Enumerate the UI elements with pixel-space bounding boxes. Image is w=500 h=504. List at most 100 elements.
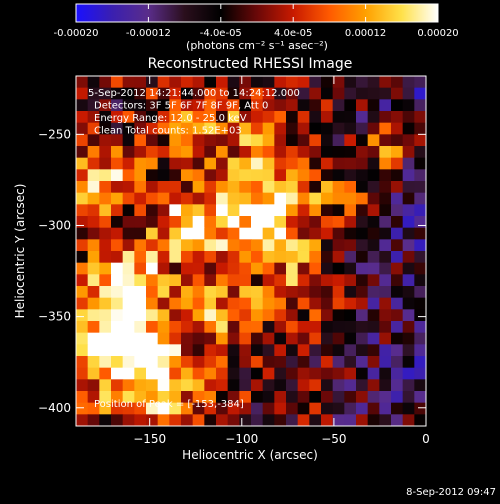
- heatmap-cell: [216, 227, 229, 240]
- heatmap-cell: [379, 344, 392, 357]
- heatmap-cell: [99, 157, 112, 170]
- heatmap-cell: [356, 134, 369, 147]
- heatmap-cell: [122, 181, 135, 194]
- heatmap-cell: [344, 414, 357, 426]
- heatmap-cell: [192, 227, 205, 240]
- heatmap-cell: [379, 379, 392, 392]
- heatmap-cell: [157, 227, 170, 240]
- heatmap-cell: [332, 356, 345, 369]
- heatmap-cell: [379, 87, 392, 100]
- heatmap-cell: [414, 414, 426, 426]
- heatmap-cell: [379, 367, 392, 380]
- heatmap-cell: [99, 111, 112, 124]
- heatmap-cell: [204, 251, 217, 264]
- heatmap-cell: [379, 274, 392, 287]
- heatmap-cell: [309, 99, 322, 112]
- heatmap-cell: [274, 134, 287, 147]
- heatmap-cell: [402, 99, 415, 112]
- heatmap-cell: [204, 321, 217, 334]
- heatmap-cell: [192, 239, 205, 252]
- heatmap-cell: [309, 87, 322, 100]
- heatmap-cell: [87, 239, 100, 252]
- heatmap-cell: [192, 122, 205, 135]
- heatmap-cell: [286, 181, 299, 194]
- heatmap-cell: [239, 344, 252, 357]
- heatmap-cell: [251, 321, 264, 334]
- heatmap-cell: [122, 87, 135, 100]
- heatmap-cell: [204, 379, 217, 392]
- heatmap-cell: [216, 239, 229, 252]
- heatmap-cell: [297, 216, 310, 229]
- heatmap-cell: [181, 402, 194, 415]
- heatmap-cell: [391, 111, 404, 124]
- heatmap-cell: [274, 297, 287, 310]
- heatmap-cell: [286, 344, 299, 357]
- heatmap-cell: [309, 321, 322, 334]
- heatmap-cell: [356, 344, 369, 357]
- heatmap-cell: [204, 146, 217, 159]
- heatmap-cell: [286, 146, 299, 159]
- heatmap-cell: [146, 344, 159, 357]
- heatmap-cell: [321, 87, 334, 100]
- heatmap-cell: [321, 309, 334, 322]
- heatmap-cell: [391, 87, 404, 100]
- heatmap-cell: [414, 204, 426, 217]
- heatmap-cell: [309, 391, 322, 404]
- heatmap-cell: [344, 76, 357, 89]
- heatmap-cell: [391, 169, 404, 182]
- heatmap-cell: [356, 99, 369, 112]
- heatmap-cell: [239, 157, 252, 170]
- heatmap-cell: [157, 146, 170, 159]
- heatmap-cell: [286, 286, 299, 299]
- heatmap-cell: [204, 239, 217, 252]
- heatmap-cell: [251, 251, 264, 264]
- heatmap-cell: [146, 87, 159, 100]
- heatmap-cell: [344, 146, 357, 159]
- heatmap-cell: [286, 274, 299, 287]
- heatmap-cell: [251, 157, 264, 170]
- heatmap-cell: [204, 192, 217, 205]
- heatmap-cell: [414, 332, 426, 345]
- heatmap-cell: [286, 391, 299, 404]
- heatmap-cell: [297, 227, 310, 240]
- heatmap-cell: [309, 367, 322, 380]
- heatmap-cell: [344, 332, 357, 345]
- heatmap-cell: [169, 379, 182, 392]
- heatmap-cell: [379, 356, 392, 369]
- heatmap-cell: [122, 251, 135, 264]
- heatmap-cell: [122, 391, 135, 404]
- heatmap-cell: [169, 99, 182, 112]
- heatmap-cell: [297, 356, 310, 369]
- heatmap-cell: [297, 192, 310, 205]
- heatmap-cell: [76, 87, 89, 100]
- heatmap-cell: [111, 76, 124, 89]
- heatmap-cell: [356, 87, 369, 100]
- heatmap-cell: [111, 286, 124, 299]
- heatmap-cell: [356, 262, 369, 275]
- heatmap-cell: [297, 204, 310, 217]
- heatmap-cell: [146, 157, 159, 170]
- heatmap-cell: [321, 192, 334, 205]
- heatmap-cell: [332, 321, 345, 334]
- heatmap-cell: [216, 216, 229, 229]
- heatmap-cell: [76, 181, 89, 194]
- heatmap-cell: [414, 111, 426, 124]
- heatmap-cell: [111, 367, 124, 380]
- heatmap-cell: [344, 204, 357, 217]
- heatmap-cell: [262, 251, 275, 264]
- heatmap-cell: [157, 332, 170, 345]
- heatmap-cell: [367, 227, 380, 240]
- heatmap-cells: [76, 76, 426, 426]
- heatmap-cell: [274, 262, 287, 275]
- heatmap-cell: [146, 181, 159, 194]
- heatmap-cell: [111, 146, 124, 159]
- heatmap-cell: [122, 134, 135, 147]
- heatmap-cell: [122, 204, 135, 217]
- heatmap-cell: [227, 76, 240, 89]
- heatmap-cell: [286, 402, 299, 415]
- colorbar-ticks: -0.00020 -0.00012 -4.0e-05 4.0e-05 0.00012 0.…: [54, 4, 459, 39]
- heatmap-cell: [169, 157, 182, 170]
- info-line: Energy Range: 12.0 - 25.0 keV: [94, 113, 247, 124]
- heatmap-cell: [181, 274, 194, 287]
- heatmap-cell: [227, 332, 240, 345]
